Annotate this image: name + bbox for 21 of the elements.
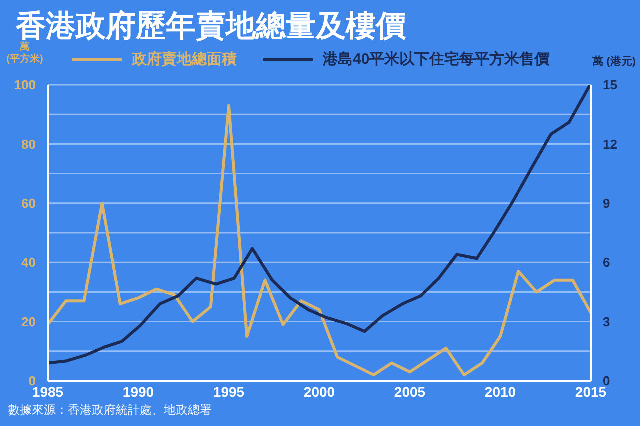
x-tick-label: 2010 [484,384,516,400]
y-tick-label: 0 [28,374,36,389]
x-tick-label: 2005 [394,384,426,400]
y-tick-label: 40 [22,255,36,270]
y2-tick-label: 12 [603,136,618,152]
y2-tick-label: 9 [603,196,610,212]
x-tick-label: 2000 [304,384,336,400]
y-tick-label: 60 [22,196,36,212]
y2-tick-label: 6 [603,255,610,270]
text: 數據來源：香港政府統計處、地政總署 [8,402,212,419]
y2-axis-title: 萬 (港元) [592,54,636,69]
x-tick-label: 1995 [213,384,245,400]
y2-tick-label: 3 [603,314,610,330]
y-axis-title: 萬 (平方米) [6,42,44,66]
x-tick-label: 1990 [122,384,154,400]
legend-label: 港島40平米以下住宅每平方米售價 [323,50,550,69]
y-tick-label: 80 [22,136,36,152]
y-tick-label: 100 [14,78,36,93]
y2-tick-label: 15 [603,78,618,93]
legend-label: 政府賣地總面積 [132,50,237,69]
y-tick-label: 20 [22,314,36,330]
